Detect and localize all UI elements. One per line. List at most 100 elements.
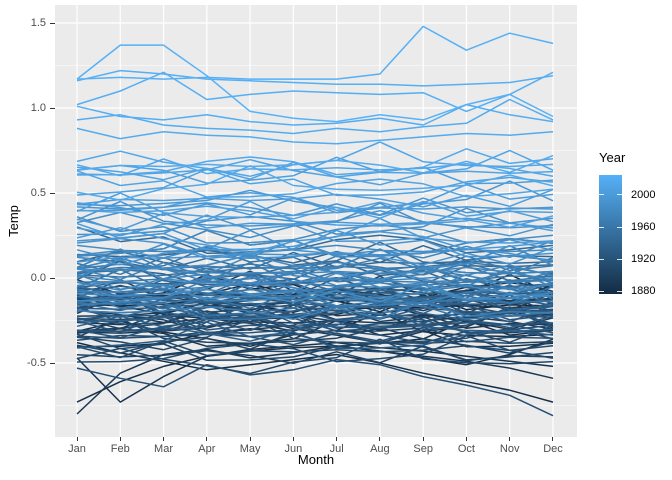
year-line [76,312,554,332]
colorbar-tick-mark [617,258,622,260]
colorbar-tick-mark [599,290,604,292]
year-line [76,200,554,220]
y-tick-mark [50,277,55,279]
year-line [76,246,554,266]
year-line [76,207,554,236]
plot-panel [55,5,577,437]
year-line [76,161,554,181]
year-line [76,267,554,303]
legend-title: Year [599,150,626,165]
year-line [76,306,554,342]
year-line [76,217,554,254]
y-tick-label-0.0: 0.0 [30,272,46,284]
x-tick-label-nov: Nov [499,443,520,455]
x-tick-mark [509,437,511,441]
x-tick-label-apr: Apr [198,443,216,455]
x-tick-label-jul: Jul [329,443,344,455]
year-line [76,335,554,363]
x-tick-mark [76,437,78,441]
x-tick-mark [163,437,165,441]
year-line [76,290,554,310]
year-line [76,321,554,350]
y-tick-label-1.0: 1.0 [30,102,46,114]
legend-label-1880: 1880 [631,285,656,298]
year-line [76,44,554,123]
year-line [76,270,554,290]
x-tick-label-sep: Sep [413,443,433,455]
y-tick-label-1.5: 1.5 [30,17,46,29]
year-line [76,255,554,283]
year-line [76,25,554,80]
y-tick-mark [50,107,55,109]
x-tick-label-mar: Mar [154,443,173,455]
year-line [76,338,554,375]
x-tick-mark [119,437,121,441]
x-tick-label-feb: Feb [110,443,130,455]
colorbar-tick-mark [617,226,622,228]
year-line [76,278,554,307]
year-line [76,154,554,174]
year-line [76,192,554,229]
colorbar-tick-mark [599,226,604,228]
year-line [76,261,554,281]
y-tick-mark [50,192,55,194]
temperature-year-lines [76,25,554,417]
year-line [76,358,554,417]
colorbar-tick-mark [617,194,622,196]
legend-label-1920: 1920 [631,253,656,265]
legend-colorbar [599,175,622,294]
year-line [76,301,554,320]
y-tick-mark [50,362,55,364]
year-line [76,326,554,346]
year-line [76,165,554,201]
year-line [76,244,554,281]
year-line [76,284,554,303]
year-line [76,200,554,237]
x-tick-label-jun: Jun [284,443,303,455]
x-tick-mark [206,437,208,441]
x-tick-label-dec: Dec [543,443,563,455]
year-line [76,188,554,208]
year-line [76,278,554,315]
x-tick-mark [379,437,381,441]
year-line [76,183,554,212]
year-line [76,71,554,113]
year-line [76,333,554,362]
y-tick-mark [50,22,55,24]
year-line [76,197,554,217]
year-line [76,304,554,333]
year-line [76,98,554,135]
y-tick-label--0.5: -0.5 [27,357,46,369]
year-line [76,170,554,198]
x-tick-mark [292,437,294,441]
x-tick-label-jan: Jan [68,443,86,455]
year-line [76,341,554,403]
year-line [76,148,554,176]
year-line [76,226,554,254]
legend-label-2000: 2000 [631,188,656,201]
y-axis-title: Temp [6,205,21,237]
x-tick-mark [249,437,251,441]
year-line [76,258,554,295]
year-line [76,69,554,87]
x-tick-label-oct: Oct [457,443,475,455]
x-tick-mark [552,437,554,441]
y-tick-label-0.5: 0.5 [30,187,46,199]
x-tick-label-aug: Aug [370,443,390,455]
colorbar-tick-mark [599,194,604,196]
legend-label-1960: 1960 [631,221,656,233]
x-tick-mark [336,437,338,441]
x-axis-title: Month [297,452,335,467]
colorbar-tick-mark [617,290,622,292]
year-line [76,278,554,298]
year-line [76,103,554,126]
colorbar-tick-mark [599,258,604,260]
x-tick-mark [422,437,424,441]
year-line [76,255,554,291]
year-line [76,127,554,145]
year-line [76,229,554,266]
year-line [76,273,554,302]
x-tick-mark [465,437,467,441]
year-line [76,256,554,276]
